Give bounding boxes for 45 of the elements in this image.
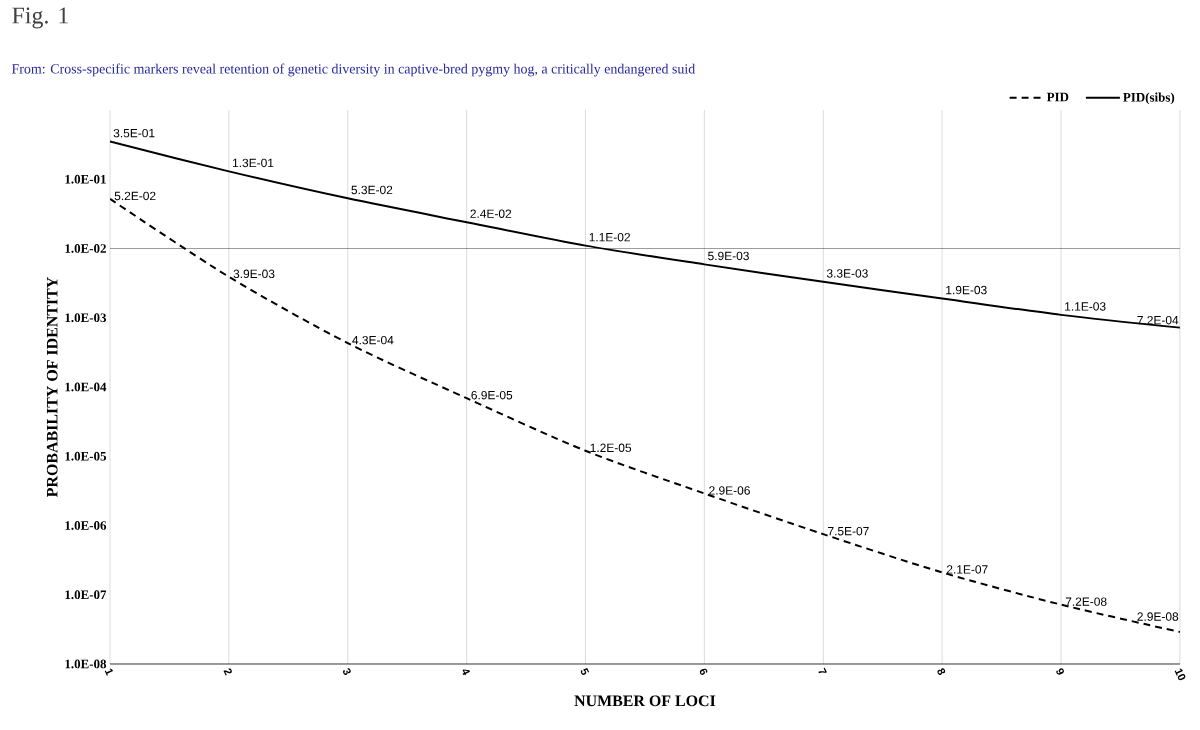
data-label: 3.5E-01 (113, 128, 155, 138)
data-label: 7.2E-08 (1065, 597, 1107, 606)
data-label: 1.9E-03 (946, 285, 987, 295)
y-tick-label: 1.0E-04 (65, 382, 107, 392)
y-tick-label: 1.0E-06 (65, 521, 107, 530)
y-tick-label: 1.0E-08 (65, 659, 107, 669)
data-label: 2.9E-08 (1137, 612, 1179, 621)
x-tick-label: 7 (818, 667, 827, 674)
chart-title: Fig. 1 (12, 7, 68, 29)
x-axis-title: NUMBER OF LOCI (574, 695, 716, 707)
y-tick-label: 1.0E-05 (65, 451, 107, 461)
data-label: 7.5E-07 (828, 526, 869, 536)
data-label: 1.1E-03 (1065, 302, 1106, 311)
data-label: 2.1E-07 (946, 565, 988, 574)
data-label: 5.9E-03 (708, 251, 749, 261)
data-label: 3.9E-03 (233, 269, 275, 279)
x-tick-label: 9 (1056, 668, 1064, 675)
x-tick-label: 5 (580, 667, 590, 675)
data-label: 2.4E-02 (470, 209, 512, 218)
data-label: 5.3E-02 (351, 185, 393, 195)
x-tick-label: 3 (343, 668, 351, 675)
x-tick-label: 10 (1174, 668, 1186, 681)
x-tick-label: 2 (223, 668, 232, 676)
x-tick-label: 8 (937, 668, 946, 676)
y-axis-title: PROBABILITY OF IDENTITY (46, 277, 58, 497)
x-tick-label: 6 (699, 668, 708, 675)
data-label: 6.9E-05 (471, 390, 513, 400)
x-tick-label: 1 (104, 668, 114, 676)
data-label: 1.2E-05 (590, 443, 632, 452)
legend-label: PID (1046, 92, 1069, 102)
data-label: 2.9E-06 (709, 486, 750, 495)
legend-label: PID(sibs) (1123, 92, 1175, 105)
y-tick-label: 1.0E-02 (65, 244, 106, 253)
data-label: 1.3E-01 (232, 158, 274, 168)
x-tick-label: 4 (462, 669, 471, 676)
y-tick-label: 1.0E-03 (65, 313, 107, 323)
data-label: 7.2E-04 (1137, 315, 1179, 325)
chart-subtitle: From: Cross-specific markers reveal retention of genetic diversity in captive-bred pygmy hog, a critically endangered suid (11, 63, 696, 77)
data-label: 4.3E-04 (352, 335, 394, 345)
data-label: 1.1E-02 (589, 232, 630, 242)
y-tick-label: 1.0E-01 (65, 174, 106, 184)
data-label: 3.3E-03 (826, 269, 868, 278)
data-label: 5.2E-02 (114, 191, 156, 201)
line-series (110, 140, 1180, 329)
y-tick-label: 1.0E-07 (65, 590, 107, 600)
